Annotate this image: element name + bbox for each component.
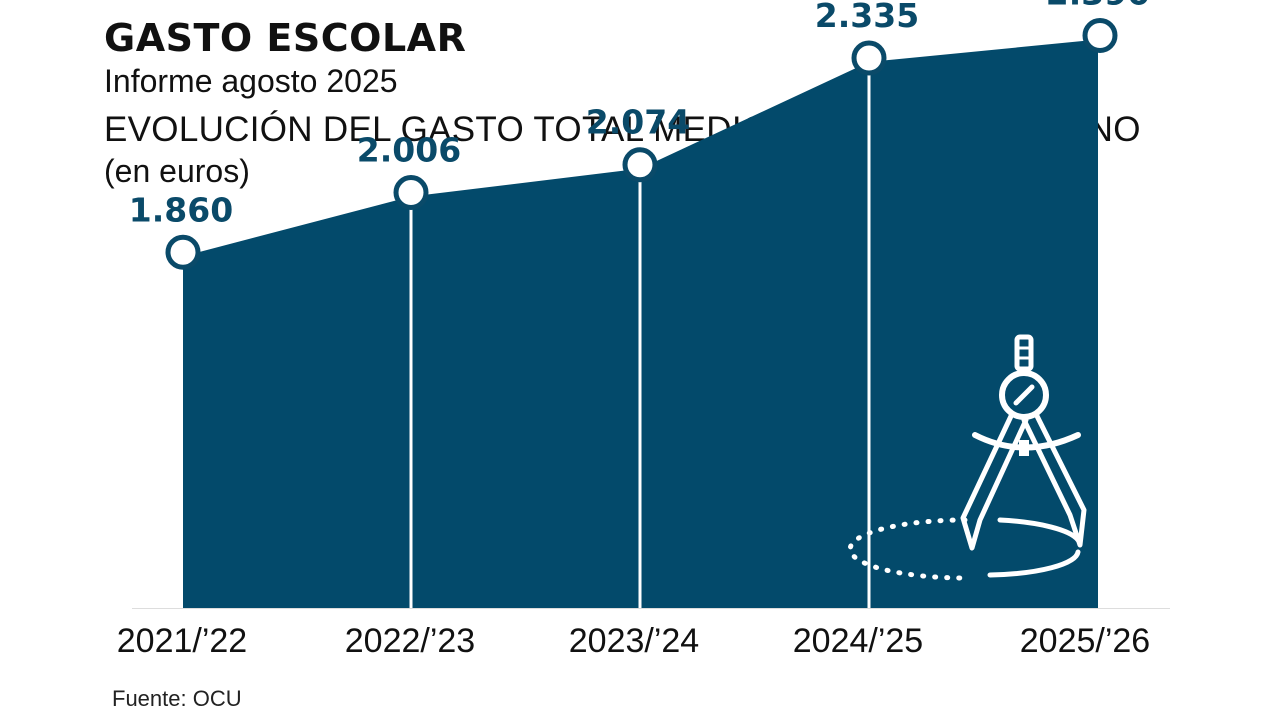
value-label: 2.390: [1046, 0, 1150, 12]
compass-icon: [847, 334, 1087, 581]
units-label: (en euros): [104, 153, 250, 189]
data-point: [393, 175, 429, 211]
value-label: 2.335: [815, 0, 919, 35]
data-point: [622, 147, 658, 183]
value-label: 1.860: [129, 190, 233, 229]
value-label: 2.006: [357, 131, 461, 170]
x-tick-label: 2022/’23: [345, 622, 475, 660]
source-note: Fuente: OCU: [112, 686, 242, 711]
x-tick-label: 2021/’22: [117, 622, 247, 660]
x-tick-label: 2023/’24: [569, 622, 699, 660]
chart-title: GASTO ESCOLAR: [104, 16, 467, 60]
value-label: 2.074: [586, 103, 690, 142]
report-date: Informe agosto 2025: [104, 63, 398, 99]
x-tick-label: 2024/’25: [793, 622, 923, 660]
data-point: [851, 40, 887, 76]
data-point: [165, 234, 201, 270]
data-point: [1082, 17, 1118, 53]
x-tick-label: 2025/’26: [1020, 622, 1150, 660]
